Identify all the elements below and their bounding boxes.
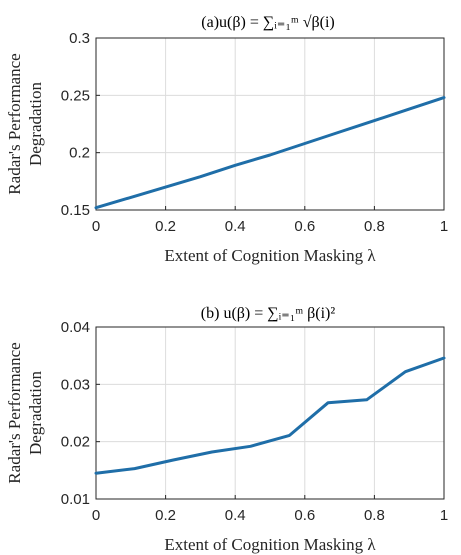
chart-b-series-line xyxy=(94,356,446,475)
chart-a-xlabel: Extent of Cognition Masking λ xyxy=(164,246,376,265)
chart-a-series xyxy=(94,96,446,210)
chart-b-series xyxy=(94,356,446,475)
chart-a-title: (a)u(β) = ∑ᵢ₌₁ᵐ √β(i) xyxy=(201,14,334,31)
chart-b-ytick-label: 0.02 xyxy=(61,434,90,451)
chart-b-xtick-label: 0.4 xyxy=(225,507,246,524)
chart-a-ytick-label: 0.3 xyxy=(69,30,90,47)
chart-a-ticks: 0 0.2 0.4 0.6 0.8 1 0.15 0.2 0.25 0.3 xyxy=(61,30,448,235)
chart-a-xtick-label: 0.6 xyxy=(294,218,315,235)
chart-b-xtick-label: 0.8 xyxy=(364,507,385,524)
chart-b-ylabel-line2: Degradation xyxy=(26,370,45,455)
chart-a-ytick-label: 0.25 xyxy=(61,87,90,104)
chart-a-xtick-label: 0.2 xyxy=(155,218,176,235)
chart-b-axes-box xyxy=(95,326,445,500)
chart-b-xlabel: Extent of Cognition Masking λ xyxy=(164,535,376,554)
chart-a-xtick-label: 0.8 xyxy=(364,218,385,235)
chart-b-ticks: 0 0.2 0.4 0.6 0.8 1 0.01 0.02 0.03 0.04 xyxy=(61,319,448,524)
chart-b-ylabel-line1: Radar's Performance xyxy=(5,342,24,483)
chart-b-title: (b) u(β) = ∑ᵢ₌₁ᵐ β(i)² xyxy=(201,305,336,322)
chart-a-ylabel-line1: Radar's Performance xyxy=(5,53,24,194)
chart-a-xtick-label: 0.4 xyxy=(225,218,246,235)
chart-a-grid xyxy=(95,37,445,211)
chart-b-ytick-label: 0.03 xyxy=(61,376,90,393)
chart-a-ytick-label: 0.15 xyxy=(61,202,90,219)
chart-b-xtick-label: 0.6 xyxy=(294,507,315,524)
chart-b-xtick-label: 0.2 xyxy=(155,507,176,524)
chart-a-series-line xyxy=(94,96,446,210)
chart-a-ytick-label: 0.2 xyxy=(69,145,90,162)
chart-a-xtick-label: 1 xyxy=(440,218,448,235)
chart-a-axes-box xyxy=(95,37,445,211)
chart-b: (b) u(β) = ∑ᵢ₌₁ᵐ β(i)² 0 0.2 0.4 0.6 0.8 1 0.0… xyxy=(5,305,448,554)
chart-b-ytick-label: 0.01 xyxy=(61,491,90,508)
chart-b-xtick-label: 1 xyxy=(440,507,448,524)
chart-b-ytick-label: 0.04 xyxy=(61,319,90,336)
chart-a-xtick-label: 0 xyxy=(92,218,100,235)
chart-b-xtick-label: 0 xyxy=(92,507,100,524)
chart-b-grid xyxy=(95,326,445,500)
chart-a: (a)u(β) = ∑ᵢ₌₁ᵐ √β(i) 0 0.2 0.4 0.6 0.8 1 0.15… xyxy=(5,14,448,265)
chart-a-ylabel-line2: Degradation xyxy=(26,81,45,166)
